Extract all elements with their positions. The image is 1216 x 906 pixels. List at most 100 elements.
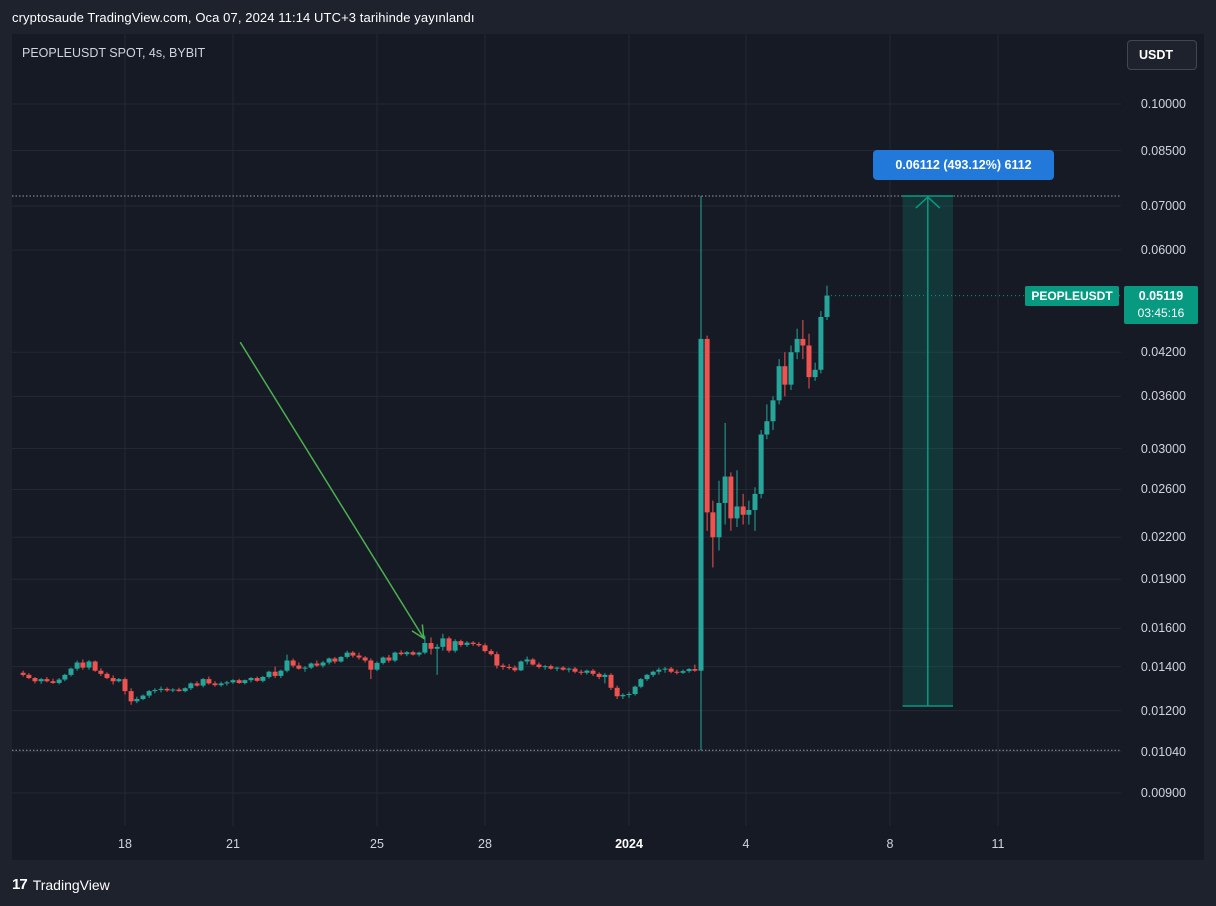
candle-body (734, 506, 740, 519)
candle-body (368, 660, 374, 670)
price-tick-label: 0.08500 (1140, 143, 1186, 158)
candle-body (530, 659, 536, 665)
candle-body (818, 317, 824, 370)
candle-body (92, 661, 98, 671)
currency-button[interactable]: USDT (1127, 40, 1197, 70)
candle-body (722, 476, 728, 503)
candle-body (596, 673, 602, 677)
candle-body (362, 657, 368, 661)
candle-body (578, 671, 584, 673)
candle-body (494, 654, 500, 666)
symbol-price-tag: PEOPLEUSDT (1025, 286, 1119, 306)
candle-body (812, 369, 818, 378)
symbol-title[interactable]: PEOPLEUSDT SPOT, 4s, BYBIT (22, 46, 206, 60)
candle-body (584, 670, 590, 673)
candle-body (344, 652, 350, 657)
candle-body (416, 652, 422, 655)
candle-body (308, 663, 314, 668)
candle-body (116, 679, 122, 682)
candle-body (698, 338, 704, 671)
candle-body (434, 646, 440, 649)
time-tick-label: 25 (370, 837, 384, 851)
candle-body (74, 662, 80, 669)
candle-body (212, 683, 218, 686)
candle-body (296, 665, 302, 669)
candle-body (788, 352, 794, 385)
candle-body (284, 660, 290, 671)
time-tick-label: 18 (118, 837, 132, 851)
price-tick-label: 0.00900 (1140, 786, 1186, 800)
tradingview-logo-icon: 17 (12, 876, 28, 893)
candle-body (68, 668, 74, 675)
candle-body (686, 669, 692, 672)
candle-body (566, 668, 572, 670)
candle-body (398, 652, 404, 655)
candle-body (380, 657, 386, 663)
candle-body (632, 686, 638, 695)
candle-body (740, 506, 746, 515)
annotation-arrow-line (239, 341, 425, 639)
candle-body (440, 638, 446, 647)
candle-body (782, 366, 788, 385)
measure-label: 0.06112 (493.12%) 6112 (873, 150, 1054, 180)
candle-body (776, 366, 782, 401)
candle-body (236, 680, 242, 683)
price-tick-label: 0.04200 (1140, 345, 1186, 360)
candle-body (614, 687, 620, 697)
candle-body (692, 669, 698, 671)
candle-body (278, 670, 284, 676)
time-tick-label: 28 (478, 837, 492, 851)
candle-body (44, 679, 50, 682)
candle-body (374, 662, 380, 670)
candle-body (662, 668, 668, 670)
candle-body (446, 638, 452, 651)
candle-body (80, 662, 86, 668)
candle-body (230, 680, 236, 683)
time-tick-label: 2024 (615, 837, 643, 851)
candle-body (512, 667, 518, 671)
price-tick-label: 0.07000 (1140, 199, 1186, 214)
time-tick-label: 21 (226, 837, 240, 851)
footer-brand[interactable]: 17 TradingView (12, 876, 110, 893)
candle-body (542, 666, 548, 668)
time-tick-label: 8 (886, 837, 894, 851)
candle-body (176, 689, 182, 692)
candle-body (410, 652, 416, 655)
candle-body (392, 652, 398, 661)
bar-countdown: 03:45:16 (1137, 306, 1185, 320)
candle-body (806, 345, 812, 378)
time-tick-label: 4 (742, 837, 750, 851)
candle-body (194, 683, 200, 686)
last-price-tag: 0.05119 03:45:16 (1124, 286, 1198, 324)
candle-body (404, 652, 410, 655)
candle-body (206, 679, 212, 684)
candle-body (656, 669, 662, 672)
candle-body (668, 668, 674, 672)
candle-body (170, 689, 176, 691)
candle-body (470, 642, 476, 644)
candle-body (824, 295, 830, 318)
candle-body (86, 661, 92, 668)
candle-body (62, 674, 68, 680)
candle-body (266, 671, 272, 677)
candle-body (56, 679, 62, 683)
footer-brand-label: TradingView (32, 876, 110, 893)
candle-body (770, 400, 776, 422)
candle-body (428, 643, 434, 649)
candle-body (140, 695, 146, 700)
candle-body (158, 688, 164, 690)
candle-body (224, 682, 230, 684)
price-tick-label: 0.03000 (1140, 441, 1186, 456)
candle-body (248, 678, 254, 681)
candle-body (302, 667, 308, 669)
candle-body (260, 676, 266, 681)
price-tick-label: 0.06000 (1140, 243, 1186, 258)
candle-body (326, 658, 332, 663)
price-tick-label: 0.01200 (1140, 703, 1186, 718)
price-tick-label: 0.03600 (1140, 389, 1186, 404)
candle-body (320, 662, 326, 666)
candle-body (164, 688, 170, 691)
candle-body (104, 673, 110, 679)
candle-body (650, 671, 656, 675)
